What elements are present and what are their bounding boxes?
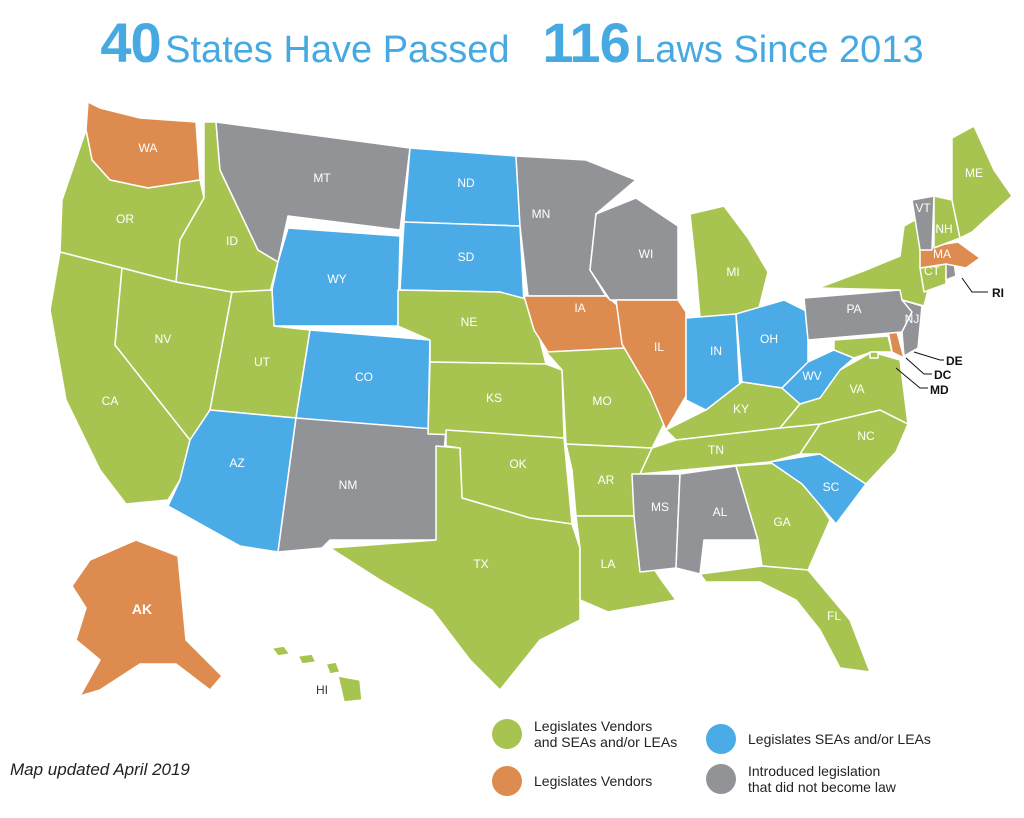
state-label-ne: NE (461, 315, 478, 329)
state-label-nh: NH (935, 222, 952, 236)
state-label-mo: MO (592, 394, 611, 408)
state-label-ms: MS (651, 500, 669, 514)
state-label-hi: HI (316, 683, 328, 697)
title-laws-text: Laws Since 2013 (634, 29, 924, 71)
state-label-ma: MA (933, 247, 951, 261)
state-label-nj: NJ (905, 312, 920, 326)
legend-item-seas-leas: Legislates SEAs and/or LEAs (706, 724, 931, 754)
state-il (615, 299, 687, 431)
state-label-ny: NY (879, 247, 896, 261)
callout-leaders (895, 277, 988, 389)
state-ak (71, 539, 223, 697)
state-sc (769, 453, 867, 525)
state-ms (631, 473, 681, 573)
state-label-mt: MT (313, 171, 331, 185)
state-label-mi: MI (726, 265, 739, 279)
state-label-tx: TX (473, 557, 488, 571)
state-label-ok: OK (509, 457, 526, 471)
state-label-ks: KS (486, 391, 502, 405)
state-label-az: AZ (229, 456, 244, 470)
state-label-fl: FL (827, 609, 841, 623)
state-fl (699, 565, 871, 673)
state-label-ar: AR (598, 473, 615, 487)
legend-swatch-gray (706, 764, 736, 794)
state-label-mn: MN (532, 207, 551, 221)
state-label-md: MD (930, 383, 949, 397)
state-label-ri: RI (992, 286, 1004, 300)
legend-item-introduced-not-law: Introduced legislation that did not beco… (706, 763, 896, 795)
state-label-ut: UT (254, 355, 271, 369)
legend-label: Legislates Vendors (534, 773, 653, 789)
page-title: 40 States Have Passed 116 Laws Since 201… (0, 10, 1024, 75)
state-hi (271, 645, 363, 703)
state-label-nc: NC (857, 429, 875, 443)
state-label-sc: SC (823, 480, 840, 494)
state-mi (689, 205, 769, 319)
legend-item-vendors-and-seas: Legislates Vendors and SEAs and/or LEAs (492, 718, 677, 750)
state-label-nv: NV (155, 332, 172, 346)
state-label-ct: CT (924, 264, 941, 278)
legend-label: Legislates SEAs and/or LEAs (748, 731, 931, 747)
state-vt (911, 195, 935, 251)
state-dc (869, 351, 879, 359)
state-label-wv: WV (802, 369, 821, 383)
state-label-in: IN (710, 344, 722, 358)
map-updated-note: Map updated April 2019 (10, 760, 190, 779)
state-label-ia: IA (574, 301, 585, 315)
legend-item-vendors: Legislates Vendors (492, 766, 652, 796)
title-law-count: 116 (542, 11, 630, 74)
state-ma (919, 241, 981, 269)
state-label-co: CO (355, 370, 373, 384)
state-label-va: VA (849, 382, 864, 396)
state-label-ak: AK (132, 601, 152, 617)
state-ks (427, 361, 565, 439)
state-tx (329, 445, 581, 691)
state-label-sd: SD (458, 250, 475, 264)
legend-swatch-green (492, 719, 522, 749)
state-wi (589, 197, 679, 301)
title-state-count: 40 (100, 11, 161, 74)
state-label-il: IL (654, 340, 664, 354)
state-label-la: LA (601, 557, 616, 571)
state-label-or: OR (116, 212, 134, 226)
state-label-pa: PA (846, 302, 861, 316)
state-label-nd: ND (457, 176, 475, 190)
state-label-ca: CA (102, 394, 119, 408)
state-label-ky: KY (733, 402, 749, 416)
state-label-id: ID (226, 234, 238, 248)
legend-swatch-blue (706, 724, 736, 754)
state-label-ga: GA (773, 515, 790, 529)
state-label-vt: VT (915, 201, 931, 215)
state-label-me: ME (965, 166, 983, 180)
legend-label: Legislates Vendors and SEAs and/or LEAs (534, 718, 678, 750)
title-states-text: States Have Passed (165, 29, 510, 71)
state-label-oh: OH (760, 332, 778, 346)
state-label-de: DE (946, 354, 963, 368)
state-label-dc: DC (934, 368, 952, 382)
state-label-wy: WY (327, 272, 346, 286)
state-label-wi: WI (639, 247, 654, 261)
state-label-wa: WA (139, 141, 158, 155)
state-nm (277, 417, 447, 553)
legend-swatch-orange (492, 766, 522, 796)
state-label-tn: TN (708, 443, 724, 457)
state-label-al: AL (713, 505, 728, 519)
legend-label: Introduced legislation that did not beco… (748, 763, 896, 795)
state-label-nm: NM (339, 478, 358, 492)
state-wv (781, 349, 855, 405)
state-me (951, 125, 1013, 239)
